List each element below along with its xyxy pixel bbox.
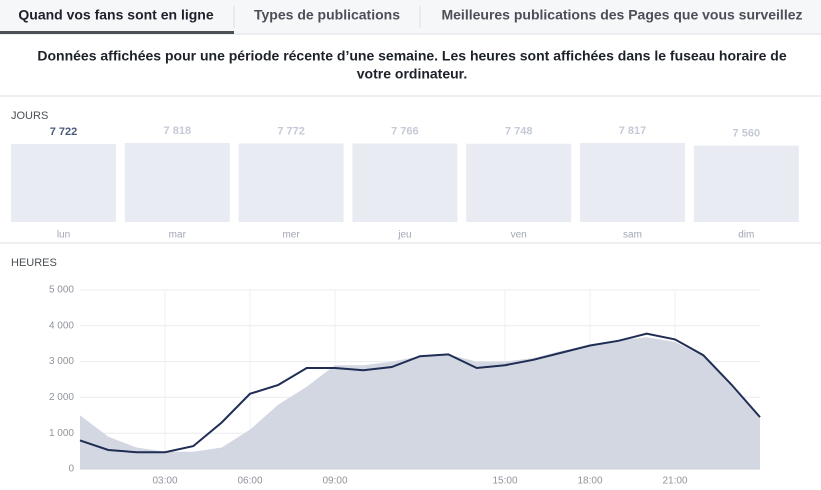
line-series <box>79 332 761 454</box>
day-value: 7 722 <box>50 126 78 138</box>
tab[interactable]: Quand vos fans sont en ligne <box>18 7 213 23</box>
day-label: jeu <box>397 230 411 241</box>
section-title: JOURS <box>11 110 48 122</box>
x-tick-label: 03:00 <box>152 476 177 487</box>
y-tick-label: 2 000 <box>49 392 74 403</box>
day-bar <box>352 143 458 222</box>
day-bar <box>124 143 230 222</box>
x-tick-label: 21:00 <box>662 476 687 487</box>
day-label: mar <box>169 230 187 241</box>
day-label: ven <box>511 230 527 241</box>
tab-active-underline <box>0 31 234 34</box>
day-value: 7 766 <box>391 125 419 137</box>
day-label: lun <box>57 230 70 241</box>
x-tick-label: 06:00 <box>237 476 262 487</box>
tab[interactable]: Meilleures publications des Pages que vo… <box>441 7 802 23</box>
day-bar <box>580 143 685 222</box>
section-title: HEURES <box>11 257 57 269</box>
x-tick-label: 09:00 <box>322 476 347 487</box>
day-bar <box>11 143 116 222</box>
y-tick-label: 5 000 <box>49 285 74 296</box>
day-value: 7 818 <box>164 125 192 137</box>
area-series <box>80 337 760 469</box>
y-tick-label: 1 000 <box>49 428 74 439</box>
y-tick-label: 0 <box>68 464 74 475</box>
day-value: 7 817 <box>619 125 647 137</box>
day-label: mer <box>282 230 300 241</box>
day-bar <box>238 143 344 222</box>
day-value: 7 560 <box>733 128 761 140</box>
y-tick-label: 4 000 <box>49 320 74 331</box>
x-tick-label: 18:00 <box>577 476 602 487</box>
day-label: sam <box>623 230 642 241</box>
day-value: 7 772 <box>277 125 305 137</box>
notice-line: votre ordinateur. <box>357 66 467 82</box>
day-label: dim <box>738 230 754 241</box>
day-bar <box>466 143 572 222</box>
x-tick-label: 15:00 <box>492 476 517 487</box>
day-value: 7 748 <box>505 126 533 138</box>
tab-bar <box>0 0 821 34</box>
tab[interactable]: Types de publications <box>254 7 400 23</box>
y-tick-label: 3 000 <box>49 356 74 367</box>
day-bar <box>693 145 799 222</box>
notice-line: Données affichées pour une période récen… <box>37 48 786 64</box>
